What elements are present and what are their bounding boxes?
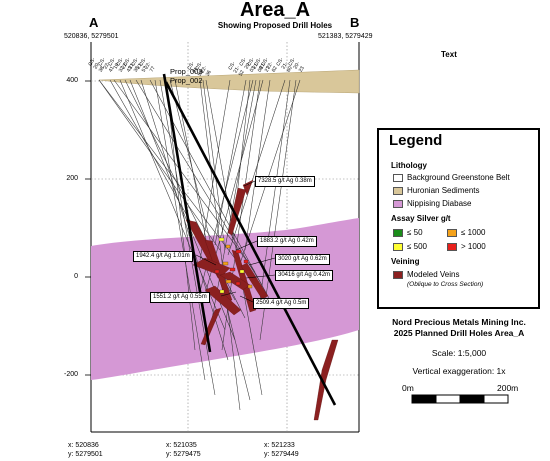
legend-veining-note: (Oblique to Cross Section) xyxy=(407,281,484,288)
assay-annotation: 1942.4 g/t Ag 1.01m xyxy=(133,251,193,262)
huronian-sediments-unit xyxy=(98,69,360,94)
legend-item-assay-le500: ≤ 500 xyxy=(407,242,427,251)
footer-y: y: 5279449 xyxy=(264,451,299,458)
swatch-modeled-veins xyxy=(393,271,403,279)
legend-item-assay-gt1000: > 1000 xyxy=(461,242,486,251)
assay-annotation: 1883.2 g/t Ag 0.42m xyxy=(257,236,317,247)
section-end-a: A xyxy=(89,15,99,30)
footer-y: y: 5279475 xyxy=(166,451,201,458)
assay-annotation: 7328.5 g/t Ag 0.38m xyxy=(255,176,315,187)
section-end-b: B xyxy=(350,15,360,30)
section-subtitle: Showing Proposed Drill Holes xyxy=(217,21,333,30)
proposed-hole-label-prop-003: Prop_003 xyxy=(170,67,203,76)
legend-item-diabase: Nippising Diabase xyxy=(407,199,472,208)
footer-coordinate: x: 521233 y: 5279449 xyxy=(264,441,299,459)
footer-coordinate: x: 521035 y: 5279475 xyxy=(166,441,201,459)
legend-title: Legend xyxy=(389,132,443,149)
proposed-hole-label-prop-002: Prop_002 xyxy=(170,76,203,85)
proposed-hole-prop-003 xyxy=(162,73,212,353)
elevation-tick: 400 xyxy=(66,77,78,84)
swatch-assay-gt1000 xyxy=(447,243,457,251)
legend-item-assay-le1000: ≤ 1000 xyxy=(461,228,486,237)
legend-item-huronian: Huronian Sediments xyxy=(407,186,480,195)
elevation-tick-marks xyxy=(85,80,91,376)
swatch-diabase xyxy=(393,200,403,208)
lithology-heading: Lithology xyxy=(391,161,427,170)
footer-coordinate: x: 520836 y: 5279501 xyxy=(68,441,103,459)
legend-panel: Legend Lithology Background Greenstone B… xyxy=(377,128,540,309)
veining-heading: Veining xyxy=(391,257,420,266)
swatch-greenstone xyxy=(393,174,403,182)
footer-x: x: 521233 xyxy=(264,442,295,449)
swatch-assay-le500 xyxy=(393,243,403,251)
swatch-assay-le50 xyxy=(393,229,403,237)
assay-heading: Assay Silver g/t xyxy=(391,214,451,223)
coord-a: 520836, 5279501 xyxy=(64,33,119,40)
assay-annotation: 30416 g/t Ag 0.42m xyxy=(275,270,334,281)
footer-y: y: 5279501 xyxy=(68,451,103,458)
elevation-tick: -200 xyxy=(63,371,78,378)
company-block: Nord Precious Metals Mining Inc. 2025 Pl… xyxy=(370,317,548,339)
elevation-tick: 0 xyxy=(74,273,78,280)
scalebar-start-label: 0m xyxy=(402,383,414,393)
section-title: Area_A xyxy=(239,0,311,21)
legend-item-greenstone: Background Greenstone Belt xyxy=(407,173,510,182)
footer-x: x: 520836 xyxy=(68,442,99,449)
elevation-tick: 200 xyxy=(66,175,78,182)
vertical-exaggeration: Vertical exaggeration: 1x xyxy=(412,366,506,376)
map-subtitle: 2025 Planned Drill Holes Area_A xyxy=(393,328,525,338)
coord-b: 521383, 5279429 xyxy=(318,33,373,40)
footer-x: x: 521035 xyxy=(166,442,197,449)
swatch-assay-le1000 xyxy=(447,229,457,237)
scale-bar xyxy=(411,394,509,404)
legend-item-assay-le50: ≤ 50 xyxy=(407,228,423,237)
swatch-huronian xyxy=(393,187,403,195)
company-name: Nord Precious Metals Mining Inc. xyxy=(392,317,526,327)
assay-annotation: 3020 g/t Ag 0.62m xyxy=(275,254,330,265)
text-placeholder: Text xyxy=(441,50,457,59)
scale-text: Scale: 1:5,000 xyxy=(431,348,487,358)
assay-annotation: 1551.2 g/t Ag 0.55m xyxy=(150,292,210,303)
scalebar-end-label: 200m xyxy=(497,383,519,393)
assay-intervals xyxy=(214,237,253,294)
legend-item-modeled-veins: Modeled Veins xyxy=(407,270,460,279)
assay-annotation: 2509.4 g/t Ag 0.5m xyxy=(253,298,310,309)
annotation-leaders xyxy=(195,180,276,303)
